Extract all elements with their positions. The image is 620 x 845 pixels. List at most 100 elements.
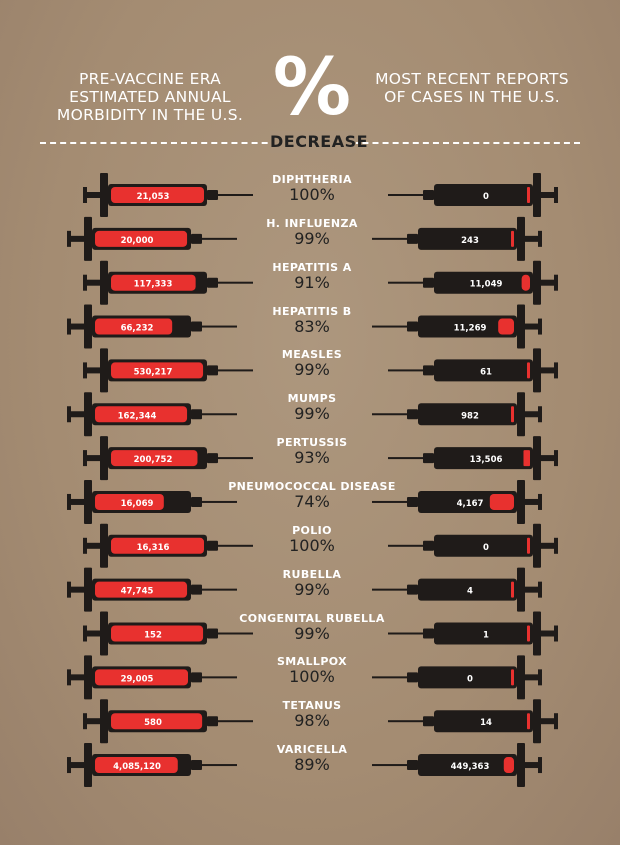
recent-cases-value: 14 [480,718,492,728]
pre-vaccine-fill-bar [111,537,204,554]
disease-row-label: MEASLES 99% [202,348,422,379]
syringe-flange [84,743,92,788]
pre-vaccine-fill-bar [111,713,203,730]
disease-name: PNEUMOCOCCAL DISEASE [228,479,396,493]
disease-row-label: TETANUS 98% [202,699,422,730]
pre-vaccine-syringe: 29,005 [67,655,237,700]
recent-cases-fill-bar [521,274,530,291]
syringe-barrel [434,447,533,470]
pre-vaccine-value: 530,217 [134,367,173,377]
syringe-plunger-knob [554,274,558,291]
recent-cases-syringe: 0 [372,655,542,700]
syringe-hub [191,584,202,595]
syringe-hub [407,584,418,595]
disease-row-label: MUMPS 99% [202,392,422,423]
disease-name: PERTUSSIS [276,436,348,450]
syringe-flange [84,304,92,349]
syringe-plunger-rod [525,586,538,593]
syringe-needle [388,281,423,284]
syringe-hub [207,453,218,464]
syringe-needle [202,325,237,328]
disease-name: DIPHTHERIA [272,173,352,186]
syringe-plunger-knob [538,669,542,686]
pre-vaccine-syringe: 580 [83,699,253,744]
recent-cases-fill-bar [489,493,514,510]
recent-cases-value: 982 [461,411,479,421]
syringe-needle [218,194,253,196]
syringe-flange [84,392,92,437]
syringe-needle [388,369,423,372]
recent-cases-syringe: 13,506 [388,436,558,481]
syringe-plunger-rod [71,586,84,593]
syringe-barrel [434,271,533,294]
disease-row-label: SMALLPOX 100% [202,655,422,686]
disease-name: HEPATITIS A [272,260,352,274]
disease-row-label: HEPATITIS B 83% [202,305,422,336]
syringe-plunger-rod [87,542,100,549]
syringe-plunger-rod [525,498,538,505]
disease-name: RUBELLA [282,567,342,581]
syringe-plunger-knob [554,713,558,730]
syringe-needle [372,588,407,591]
recent-cases-value: 0 [483,192,489,202]
pre-vaccine-syringe: 66,232 [67,304,237,349]
recent-cases-fill-bar [527,187,530,203]
syringe-needle [218,720,253,723]
syringe-plunger-knob [83,450,87,467]
syringe-needle [218,544,253,547]
pre-vaccine-value: 580 [144,718,162,728]
pre-vaccine-fill-bar [95,669,188,686]
syringe-plunger-rod [87,367,100,374]
recent-cases-syringe: 0 [388,523,558,568]
syringe-flange [100,260,108,305]
syringe-plunger-rod [541,279,554,286]
syringe-plunger-knob [538,493,542,510]
recent-cases-value: 449,363 [451,762,490,772]
syringe-barrel [418,666,517,689]
syringe-plunger-knob [67,757,71,774]
syringe-hub [407,409,418,420]
syringe-flange [100,699,108,744]
recent-cases-syringe: 0 [388,173,558,217]
pre-vaccine-fill-bar [111,450,198,467]
syringe-plunger-rod [525,323,538,330]
syringe-needle [202,676,237,679]
recent-cases-value: 1 [483,631,489,641]
disease-name: TETANUS [282,699,342,713]
recent-cases-value: 13,506 [470,455,503,465]
recent-cases-syringe: 1 [388,611,558,656]
syringe-barrel [434,534,533,557]
recent-cases-fill-bar [523,450,530,467]
syringe-hub [191,760,202,771]
syringe-hub [423,365,434,376]
syringe-plunger-knob [83,187,87,203]
pre-vaccine-fill-bar [95,318,173,335]
syringe-flange [517,655,525,700]
recent-cases-syringe: 449,363 [372,743,542,788]
syringe-hub [423,716,434,727]
disease-row-label: POLIO 100% [202,524,422,555]
syringe-plunger-knob [538,230,542,247]
syringe-plunger-knob [83,625,87,642]
disease-name: MEASLES [281,348,343,362]
syringe-plunger-knob [538,581,542,598]
syringe-hub [423,277,434,288]
syringe-flange [100,436,108,481]
recent-cases-syringe: 11,049 [388,260,558,305]
syringe-flange [100,523,108,568]
recent-cases-value: 4,167 [457,499,484,509]
disease-name: HEPATITIS B [272,304,352,318]
disease-name: SMALLPOX [276,655,348,669]
percent-decrease: 99% [294,228,330,248]
header-left-label: PRE-VACCINE ERA ESTIMATED ANNUAL MORBIDI… [56,70,244,124]
syringe-flange [100,348,108,393]
syringe-hub [407,760,418,771]
pre-vaccine-syringe: 530,217 [83,348,253,393]
pre-vaccine-value: 20,000 [121,236,154,246]
syringe-plunger-knob [83,362,87,379]
syringe-flange [517,392,525,437]
syringe-hub [191,233,202,244]
syringe-flange [533,173,541,217]
syringe-hub [423,540,434,551]
syringe-plunger-knob [538,406,542,423]
